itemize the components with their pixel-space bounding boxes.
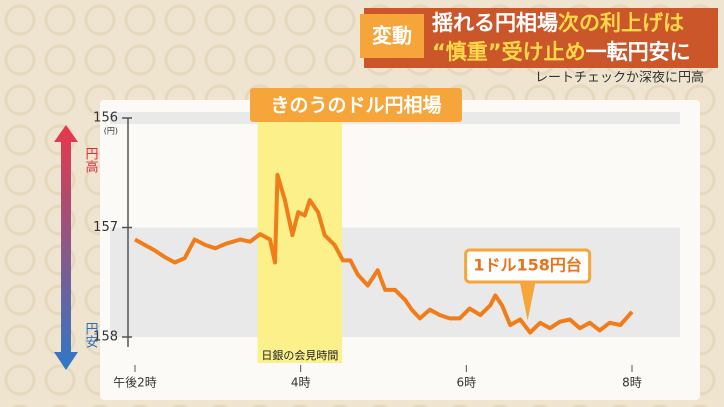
highlight-label: 日銀の会見時間 <box>261 348 338 362</box>
y-tick-label: 156 <box>93 111 118 126</box>
headline: 揺れる円相場次の利上げは “慎重”受け止め一転円安に <box>432 11 691 64</box>
x-tick-label: 午後2時 <box>113 376 157 390</box>
y-tick-label: 157 <box>93 220 118 235</box>
y-unit: (円) <box>104 127 118 136</box>
badge: 変動 <box>372 24 412 48</box>
direction-arrow <box>54 125 78 370</box>
headline-line: “慎重”受け止め一転円安に <box>432 40 691 64</box>
highlight-band <box>257 108 343 363</box>
direction-label: 円安 <box>83 322 99 348</box>
price-line <box>134 172 634 335</box>
headline-segment: 一転円安に <box>586 40 691 64</box>
badge-box <box>360 14 424 58</box>
headline-segment: “慎重”受け止め <box>432 40 586 64</box>
chart-title: きのうのドル円相場 <box>270 95 441 117</box>
headline-line: 揺れる円相場次の利上げは <box>432 11 684 35</box>
title-box <box>250 88 462 122</box>
x-tick-label: 8時 <box>622 376 642 390</box>
band <box>110 227 680 337</box>
y-tick-label: 158 <box>93 330 118 345</box>
direction-label: 円高 <box>83 147 99 173</box>
x-tick-label: 4時 <box>291 376 311 390</box>
annotation-text: 1ドル158円台 <box>473 256 582 275</box>
headline-segment: 次の利上げは <box>558 11 684 35</box>
annotation-pointer <box>519 281 536 321</box>
subtitle: レートチェックか深夜に円高 <box>535 70 704 86</box>
headline-segment: 揺れる円相場 <box>432 11 558 35</box>
x-tick-label: 6時 <box>457 376 477 390</box>
